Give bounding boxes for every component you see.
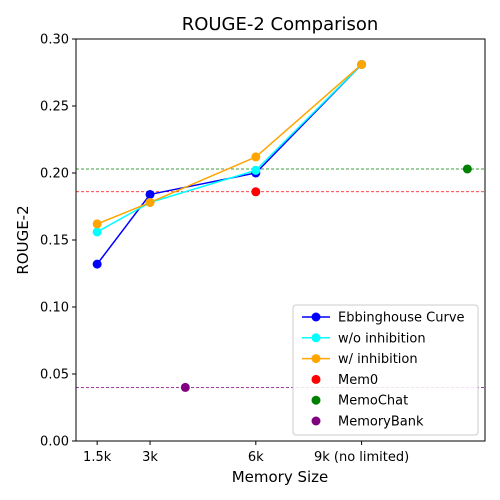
series-line-ebbinghouse-curve (96, 63, 363, 265)
legend-box (292, 304, 479, 436)
data-point-ebbinghouse-curve (92, 259, 102, 269)
legend-label: MemoryBank (338, 415, 424, 430)
y-tick-label: 0.25 (40, 100, 69, 115)
y-tick-label: 0.05 (40, 368, 69, 383)
legend-marker-swatch (311, 395, 321, 405)
data-point-memorybank (180, 382, 190, 392)
legend-marker-swatch (311, 374, 321, 384)
legend-label: w/ inhibition (338, 352, 418, 367)
legend-entry-memorybank: MemoryBank (311, 415, 424, 430)
y-tick-label: 0.00 (40, 435, 69, 450)
y-axis: 0.00 0.05 0.10 0.15 0.20 0.25 0.30 (40, 33, 76, 450)
data-point-w-o-inhibition (251, 165, 261, 175)
legend: Ebbinghouse Curve w/o inhibition w/ inhibi… (292, 304, 479, 436)
legend-entry-w-o-inhibition: w/o inhibition (302, 331, 426, 346)
y-tick-label: 0.20 (40, 167, 69, 182)
legend-marker-swatch (311, 333, 321, 343)
series-line-w-inhibition (96, 63, 363, 225)
series-lines (96, 63, 363, 265)
x-tick-label: 9k (no limited) (314, 450, 409, 465)
legend-label: Ebbinghouse Curve (338, 311, 465, 326)
data-point-memochat (462, 164, 472, 174)
data-point-w-inhibition (357, 59, 367, 69)
legend-entry-w-inhibition: w/ inhibition (302, 352, 418, 367)
x-axis: 1.5k 3k 6k 9k (no limited) (83, 441, 409, 465)
y-tick-label: 0.10 (40, 301, 69, 316)
data-point-w-inhibition (92, 219, 102, 229)
legend-entry-memochat: MemoChat (311, 394, 408, 409)
data-point-w-inhibition (145, 197, 155, 207)
data-point-ebbinghouse-curve (145, 189, 155, 199)
x-tick-label: 6k (248, 450, 264, 465)
y-tick-label: 0.15 (40, 234, 69, 249)
legend-entry-ebbinghouse-curve: Ebbinghouse Curve (302, 311, 465, 326)
series-line-w-o-inhibition (96, 63, 363, 233)
x-axis-title: Memory Size (232, 468, 329, 486)
legend-marker-swatch (311, 416, 321, 426)
legend-label: w/o inhibition (338, 331, 426, 346)
x-tick-label: 1.5k (83, 450, 112, 465)
y-tick-label: 0.30 (40, 33, 69, 48)
legend-marker-swatch (311, 312, 321, 322)
y-axis-title: ROUGE-2 (14, 205, 32, 274)
legend-label: Mem0 (338, 373, 378, 388)
data-point-w-inhibition (251, 152, 261, 162)
legend-label: MemoChat (338, 394, 408, 409)
chart-title: ROUGE-2 Comparison (182, 14, 379, 35)
data-point-mem0 (251, 187, 261, 197)
data-markers (92, 59, 472, 392)
legend-marker-swatch (311, 354, 321, 364)
x-tick-label: 3k (142, 450, 158, 465)
data-point-w-o-inhibition (92, 227, 102, 237)
legend-entry-mem0: Mem0 (311, 373, 378, 388)
